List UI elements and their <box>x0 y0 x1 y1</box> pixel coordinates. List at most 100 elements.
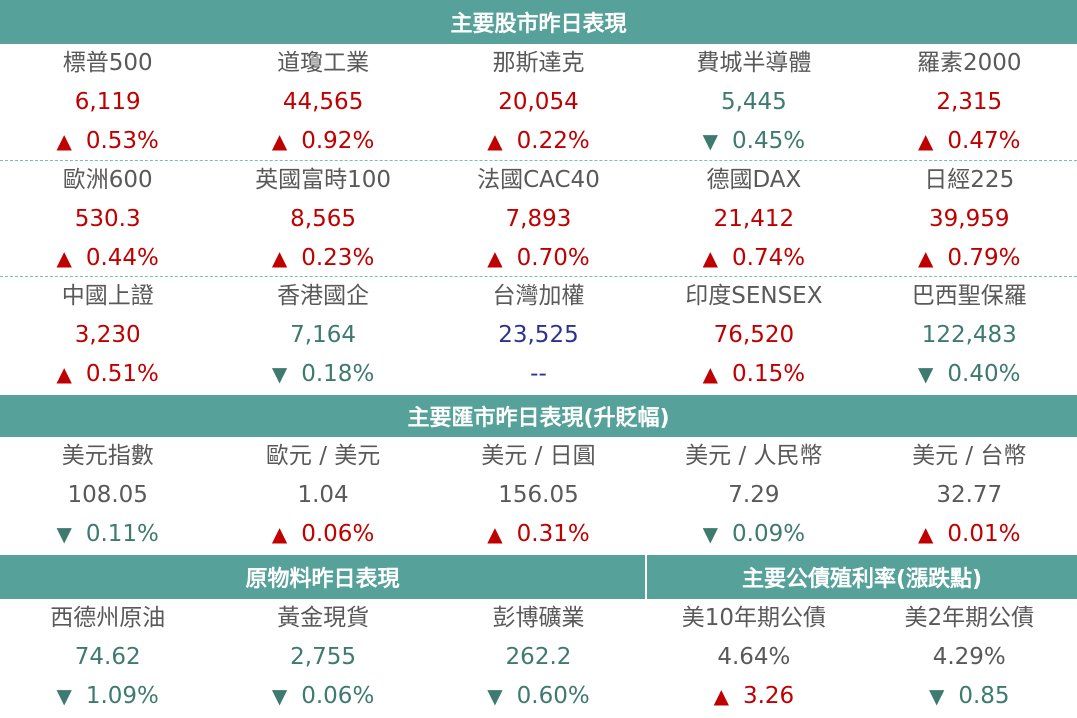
quote-change-value: 0.53% <box>85 128 159 154</box>
quote-cell: 英國富時100 8,565 ▲ 0.23% <box>215 161 430 276</box>
triangle-up-icon: ▲ <box>271 246 288 270</box>
triangle-down-icon: ▼ <box>702 522 719 546</box>
quote-value: 4.64% <box>717 644 791 670</box>
quote-name: 美2年期公債 <box>904 605 1035 631</box>
commodities-header: 原物料昨日表現 <box>0 555 645 599</box>
triangle-up-icon: ▲ <box>702 362 719 386</box>
quote-change-value: 0.18% <box>301 361 375 387</box>
quote-name: 費城半導體 <box>696 50 812 76</box>
quote-change: -- <box>530 355 547 394</box>
bonds-row: 美10年期公債 4.64% ▲ 3.26 美2年期公債 4.29% ▼ 0.85 <box>646 599 1077 716</box>
triangle-up-icon: ▲ <box>487 129 503 153</box>
quote-cell: 歐元 / 美元 1.04 ▲ 0.06% <box>215 437 430 555</box>
quote-change-value: 0.09% <box>732 521 806 547</box>
quote-cell: 美元 / 台幣 32.77 ▲ 0.01% <box>862 437 1077 555</box>
quote-value: 3,230 <box>74 322 141 348</box>
quote-value: 2,315 <box>936 89 1003 115</box>
triangle-down-icon: ▼ <box>271 684 288 708</box>
quote-change: ▲ 0.31% <box>487 515 589 554</box>
quote-change-value: 0.15% <box>732 361 806 387</box>
quote-change-value: 0.01% <box>947 521 1021 547</box>
triangle-down-icon: ▼ <box>918 362 934 386</box>
triangle-up-icon: ▲ <box>918 129 934 153</box>
quote-cell: 西德州原油 74.62 ▼ 1.09% <box>0 599 215 716</box>
quote-value: 6,119 <box>74 89 141 115</box>
quote-cell: 彭博礦業 262.2 ▼ 0.60% <box>431 599 646 716</box>
quote-change-value: 0.06% <box>301 683 375 709</box>
quote-cell: 黃金現貨 2,755 ▼ 0.06% <box>215 599 430 716</box>
quote-change-value: 0.11% <box>85 521 159 547</box>
quote-value: 2,755 <box>290 644 357 670</box>
quote-name: 台灣加權 <box>492 283 585 309</box>
quote-cell: 美元 / 人民幣 7.29 ▼ 0.09% <box>646 437 861 555</box>
quote-name: 彭博礦業 <box>492 605 585 631</box>
quote-name: 道瓊工業 <box>277 50 370 76</box>
quote-name: 美元 / 人民幣 <box>685 443 823 469</box>
quote-change: ▼ 0.40% <box>918 355 1020 394</box>
quote-cell: 德國DAX 21,412 ▲ 0.74% <box>646 161 861 276</box>
quote-value: 262.2 <box>505 644 572 670</box>
quote-change-value: 0.44% <box>85 245 159 271</box>
quote-change: ▼ 0.60% <box>487 677 589 716</box>
quote-value: 44,565 <box>282 89 364 115</box>
commodities-row: 西德州原油 74.62 ▼ 1.09% 黃金現貨 2,755 ▼ 0.06% 彭博礦業 262.2… <box>0 599 646 716</box>
quote-value: 7.29 <box>728 482 780 508</box>
quote-value: 76,520 <box>713 322 795 348</box>
triangle-up-icon: ▲ <box>271 522 288 546</box>
quote-name: 那斯達克 <box>492 50 585 76</box>
quote-cell: 標普500 6,119 ▲ 0.53% <box>0 44 215 160</box>
triangle-down-icon: ▼ <box>56 684 72 708</box>
quote-value: 32.77 <box>936 482 1003 508</box>
quote-change: ▼ 0.09% <box>703 515 805 554</box>
quote-cell: 法國CAC40 7,893 ▲ 0.70% <box>431 161 646 276</box>
quote-name: 黃金現貨 <box>277 605 370 631</box>
quote-change-value: 0.51% <box>85 361 159 387</box>
quote-change: ▼ 0.18% <box>272 355 374 394</box>
quote-change: ▲ 0.92% <box>272 122 374 161</box>
bonds-header: 主要公債殖利率(漲跌點) <box>647 555 1077 599</box>
quote-change-value: 0.79% <box>947 245 1021 271</box>
quote-change: ▼ 1.09% <box>56 677 158 716</box>
quote-name: 標普500 <box>62 50 153 76</box>
quote-cell: 費城半導體 5,445 ▼ 0.45% <box>646 44 861 160</box>
quote-change: ▲ 0.22% <box>487 122 589 161</box>
quote-name: 美元 / 日圓 <box>481 443 596 469</box>
quote-name: 羅素2000 <box>916 50 1022 76</box>
quote-value: 23,525 <box>498 322 579 348</box>
triangle-up-icon: ▲ <box>271 129 288 153</box>
quote-cell: 那斯達克 20,054 ▲ 0.22% <box>431 44 646 160</box>
quote-cell: 香港國企 7,164 ▼ 0.18% <box>215 277 430 395</box>
quote-value: 7,164 <box>290 322 357 348</box>
quote-change: ▲ 0.79% <box>918 239 1020 278</box>
triangle-down-icon: ▼ <box>271 362 288 386</box>
quote-change-value: 0.74% <box>732 245 806 271</box>
quote-cell: 印度SENSEX 76,520 ▲ 0.15% <box>646 277 861 395</box>
quote-value: 4.29% <box>932 644 1006 670</box>
stocks-row-1: 標普500 6,119 ▲ 0.53% 道瓊工業 44,565 ▲ 0.92% 那斯達克 20,0… <box>0 44 1077 161</box>
commodities-bonds-row: 西德州原油 74.62 ▼ 1.09% 黃金現貨 2,755 ▼ 0.06% 彭博礦業 262.2… <box>0 599 1077 716</box>
quote-change-value: 0.06% <box>301 521 375 547</box>
triangle-down-icon: ▼ <box>56 522 72 546</box>
quote-change: ▲ 0.06% <box>272 515 374 554</box>
quote-name: 西德州原油 <box>50 605 166 631</box>
triangle-down-icon: ▼ <box>702 129 719 153</box>
quote-name: 德國DAX <box>706 167 802 193</box>
quote-change-value: 1.09% <box>85 683 159 709</box>
quote-change: ▼ 0.85 <box>929 677 1010 716</box>
quote-value: 20,054 <box>498 89 579 115</box>
stocks-row-3: 中國上證 3,230 ▲ 0.51% 香港國企 7,164 ▼ 0.18% 台灣加權 23,525… <box>0 277 1077 395</box>
quote-value: 5,445 <box>720 89 787 115</box>
quote-cell: 羅素2000 2,315 ▲ 0.47% <box>862 44 1077 160</box>
quote-change: ▲ 0.44% <box>56 239 158 278</box>
quote-change-value: 0.60% <box>516 683 590 709</box>
quote-cell: 巴西聖保羅 122,483 ▼ 0.40% <box>862 277 1077 395</box>
quote-change-value: 0.22% <box>516 128 590 154</box>
quote-name: 歐洲600 <box>62 167 153 193</box>
quote-cell: 美10年期公債 4.64% ▲ 3.26 <box>646 599 861 716</box>
quote-cell: 歐洲600 530.3 ▲ 0.44% <box>0 161 215 276</box>
quote-change: ▲ 3.26 <box>714 677 795 716</box>
quote-change: ▲ 0.15% <box>703 355 805 394</box>
quote-change: ▲ 0.47% <box>918 122 1020 161</box>
quote-name: 美10年期公債 <box>681 605 826 631</box>
